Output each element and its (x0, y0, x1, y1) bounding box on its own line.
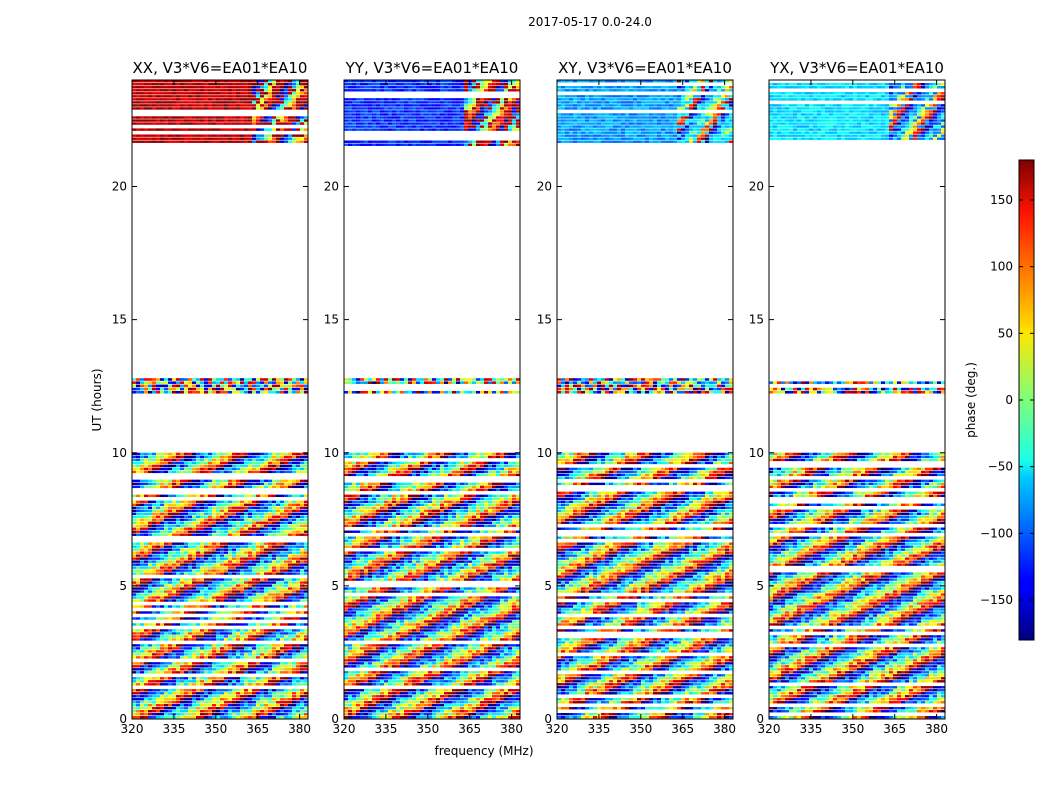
panel-2-xtick-label: 335 (587, 722, 610, 736)
colorbar: −150 −100 −50 0 50 100 150 phase (deg.) (964, 159, 1035, 641)
panel-0-xtick-label: 320 (121, 722, 144, 736)
colorbar-tick-label: 100 (990, 260, 1013, 274)
panel-1-xtick-label: 320 (333, 722, 356, 736)
panel-3-xtick-label: 380 (925, 722, 948, 736)
panel-1-ytick-label: 15 (324, 313, 339, 327)
panels-group: XX, V3*V6=EA01*EA10 320 335 350 365 380 0 5 10 15… (112, 59, 948, 736)
colorbar-tick-label: 150 (990, 193, 1013, 207)
panel-2-xtick-label: 365 (671, 722, 694, 736)
panel-3-xtick-label: 350 (841, 722, 864, 736)
panel-1-title: YY, V3*V6=EA01*EA10 (345, 59, 519, 77)
panel-0-ytick-label: 15 (112, 313, 127, 327)
panel-2-image (557, 80, 733, 719)
panel-0-ytick-label: 20 (112, 180, 127, 194)
panel-1-ytick-label: 10 (324, 446, 339, 460)
panel-3: YX, V3*V6=EA01*EA10 320 335 350 365 380 0 5 10 15… (749, 59, 948, 736)
panel-2-title: XY, V3*V6=EA01*EA10 (558, 59, 732, 77)
panel-3-title: YX, V3*V6=EA01*EA10 (769, 59, 944, 77)
panel-1-ytick-label: 0 (331, 712, 339, 726)
panel-1-image (344, 80, 520, 719)
panel-2-xtick-label: 320 (546, 722, 569, 736)
panel-0-xtick-label: 335 (162, 722, 185, 736)
panel-3-frame (768, 79, 946, 720)
panel-3-ytick-label: 5 (756, 579, 764, 593)
panel-0-ytick-label: 0 (119, 712, 127, 726)
panel-1: YY, V3*V6=EA01*EA10 320 335 350 365 380 0 5 10 15… (324, 59, 523, 736)
figure-suptitle: 2017-05-17 0.0-24.0 (528, 15, 652, 29)
panel-3-xtick-label: 335 (799, 722, 822, 736)
panel-3-ytick-label: 10 (749, 446, 764, 460)
colorbar-ticks: −150 −100 −50 0 50 100 150 (980, 193, 1034, 607)
panel-0: XX, V3*V6=EA01*EA10 320 335 350 365 380 0 5 10 15… (112, 59, 311, 736)
panel-0-image (132, 80, 308, 719)
panel-2: XY, V3*V6=EA01*EA10 320 335 350 365 380 0 5 10 15… (537, 59, 736, 736)
panel-2-ytick-label: 15 (537, 313, 552, 327)
y-axis-label: UT (hours) (90, 368, 104, 431)
panel-3-ytick-label: 20 (749, 180, 764, 194)
panel-2-ytick-label: 5 (544, 579, 552, 593)
panel-0-frame (131, 79, 309, 720)
panel-1-xtick-label: 350 (416, 722, 439, 736)
colorbar-tick-label: −50 (988, 460, 1013, 474)
panel-2-frame (556, 79, 734, 720)
panel-3-xtick-label: 320 (758, 722, 781, 736)
panel-3-xtick-label: 365 (883, 722, 906, 736)
panel-0-ytick-label: 10 (112, 446, 127, 460)
panel-0-xtick-label: 365 (246, 722, 269, 736)
panel-3-ytick-label: 0 (756, 712, 764, 726)
colorbar-tick-label: −150 (980, 593, 1013, 607)
colorbar-tick-label: 0 (1005, 393, 1013, 407)
panel-3-ytick-label: 15 (749, 313, 764, 327)
panel-2-ytick-label: 10 (537, 446, 552, 460)
panel-2-ytick-label: 20 (537, 180, 552, 194)
panel-2-ytick-label: 0 (544, 712, 552, 726)
panel-0-xtick-label: 380 (288, 722, 311, 736)
panel-1-frame (343, 79, 521, 720)
panel-1-xtick-label: 365 (458, 722, 481, 736)
x-axis-label: frequency (MHz) (434, 744, 533, 758)
panel-0-xtick-label: 350 (204, 722, 227, 736)
colorbar-tick-label: −100 (980, 526, 1013, 540)
colorbar-label: phase (deg.) (964, 362, 978, 438)
panel-1-ytick-label: 5 (331, 579, 339, 593)
panel-2-xtick-label: 350 (629, 722, 652, 736)
panel-2-xtick-label: 380 (713, 722, 736, 736)
colorbar-tick-label: 50 (998, 326, 1013, 340)
panel-0-ytick-label: 5 (119, 579, 127, 593)
panel-1-ytick-label: 20 (324, 180, 339, 194)
panel-0-title: XX, V3*V6=EA01*EA10 (133, 59, 308, 77)
panel-3-image (769, 83, 945, 719)
panel-1-xtick-label: 380 (500, 722, 523, 736)
panel-1-xtick-label: 335 (374, 722, 397, 736)
